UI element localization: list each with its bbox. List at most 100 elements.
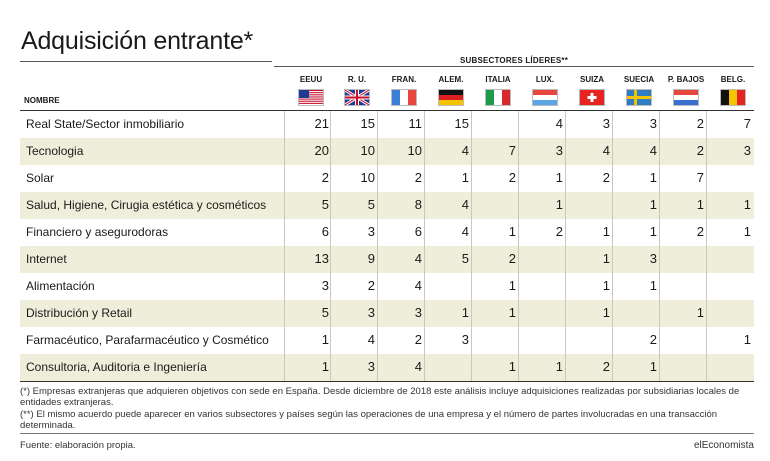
header-divider	[20, 110, 754, 111]
table-cell: 7	[508, 143, 516, 158]
table-cell: 1	[649, 170, 657, 185]
column-header-germany: ALEM.	[438, 75, 464, 84]
column-divider	[330, 111, 331, 381]
table-cell: 1	[461, 305, 469, 320]
table-cell: 1	[649, 278, 657, 293]
table-cell: 15	[454, 116, 469, 131]
table-cell: 4	[414, 278, 422, 293]
table-cell: 10	[407, 143, 422, 158]
column-header-uk: R. U.	[347, 75, 367, 84]
column-header-us: EEUU	[299, 75, 323, 84]
table-cell: 3	[414, 305, 422, 320]
table-cell: 1	[602, 305, 610, 320]
table-cell: 4	[461, 197, 469, 212]
uk-flag-icon	[344, 89, 370, 106]
table-cell: 1	[649, 359, 657, 374]
name-column-header: NOMBRE	[24, 96, 60, 105]
row-label: Internet	[26, 252, 67, 266]
table-cell: 2	[414, 170, 422, 185]
table-cell: 4	[461, 224, 469, 239]
row-label: Real State/Sector inmobiliario	[26, 117, 185, 131]
row-label: Tecnologia	[26, 144, 84, 158]
table-cell: 1	[508, 224, 516, 239]
table-cell: 9	[367, 251, 375, 266]
footnote-2: (**) El mismo acuerdo puede aparecer en …	[20, 409, 718, 431]
row-label: Alimentación	[26, 279, 95, 293]
table-cell: 3	[321, 278, 329, 293]
row-label: Distribución y Retail	[26, 306, 133, 320]
table-cell: 20	[314, 143, 329, 158]
table-cell: 3	[649, 116, 657, 131]
column-divider	[706, 111, 707, 381]
table-cell: 1	[602, 224, 610, 239]
table-bottom-divider	[20, 381, 754, 382]
column-divider	[612, 111, 613, 381]
table-cell: 1	[555, 359, 563, 374]
column-divider	[518, 111, 519, 381]
table-cell: 1	[555, 170, 563, 185]
table-cell: 1	[508, 305, 516, 320]
table-cell: 21	[314, 116, 329, 131]
table-cell: 7	[696, 170, 704, 185]
table-cell: 5	[321, 197, 329, 212]
table-cell: 1	[649, 224, 657, 239]
column-header-luxembourg: LUX.	[535, 75, 555, 84]
table-row: Salud, Higiene, Cirugia estética y cosmé…	[20, 192, 754, 219]
table-cell: 1	[461, 170, 469, 185]
table-cell: 2	[555, 224, 563, 239]
table-cell: 4	[602, 143, 610, 158]
table-cell: 2	[696, 224, 704, 239]
table-cell: 5	[321, 305, 329, 320]
table-cell: 10	[360, 170, 375, 185]
column-header-sweden: SUECIA	[623, 75, 655, 84]
belgium-flag-icon	[720, 89, 746, 106]
source-note: Fuente: elaboración propia.	[20, 440, 136, 451]
table-cell: 3	[555, 143, 563, 158]
subsectors-divider	[274, 66, 754, 67]
table-row: Financiero y asegurodoras 6 3 6 4 1 2 1 1 2 1	[20, 219, 754, 246]
column-divider	[377, 111, 378, 381]
column-header-netherlands: P. BAJOS	[667, 75, 705, 84]
table-cell: 3	[743, 143, 751, 158]
title-divider	[20, 61, 272, 62]
column-header-france: FRAN.	[391, 75, 417, 84]
row-label: Farmacéutico, Parafarmacéutico y Cosméti…	[26, 333, 269, 347]
table-row: Consultoria, Auditoria e Ingeniería 1 3 4 1 1…	[20, 354, 754, 381]
france-flag-icon	[391, 89, 417, 106]
table-cell: 2	[649, 332, 657, 347]
table-cell: 2	[321, 170, 329, 185]
table-cell: 1	[743, 224, 751, 239]
table-cell: 1	[696, 197, 704, 212]
table-cell: 2	[414, 332, 422, 347]
column-divider	[565, 111, 566, 381]
italy-flag-icon	[485, 89, 511, 106]
table-row: Alimentación 3 2 4 1 1 1	[20, 273, 754, 300]
table-cell: 2	[696, 143, 704, 158]
table-cell: 3	[461, 332, 469, 347]
table-cell: 11	[408, 116, 423, 131]
table-cell: 4	[649, 143, 657, 158]
us-flag-icon	[298, 89, 324, 106]
column-divider	[471, 111, 472, 381]
column-divider	[659, 111, 660, 381]
table-cell: 2	[696, 116, 704, 131]
switzerland-flag-icon	[579, 89, 605, 106]
table-cell: 3	[367, 224, 375, 239]
table-cell: 3	[367, 305, 375, 320]
column-divider	[424, 111, 425, 381]
table-cell: 8	[414, 197, 422, 212]
chart-title: Adquisición entrante*	[21, 27, 254, 55]
table-cell: 3	[649, 251, 657, 266]
table-cell: 2	[508, 170, 516, 185]
table-cell: 4	[367, 332, 375, 347]
table-cell: 6	[321, 224, 329, 239]
row-label: Solar	[26, 171, 55, 185]
brand-label: elEconomista	[693, 440, 754, 451]
footnote-1: (*) Empresas extranjeras que adquieren o…	[20, 386, 740, 408]
column-header-belgium: BELG.	[720, 75, 746, 84]
germany-flag-icon	[438, 89, 464, 106]
table-cell: 4	[461, 143, 469, 158]
column-header-italy: ITALIA	[485, 75, 511, 84]
table-cell: 6	[414, 224, 422, 239]
table-cell: 4	[414, 359, 422, 374]
